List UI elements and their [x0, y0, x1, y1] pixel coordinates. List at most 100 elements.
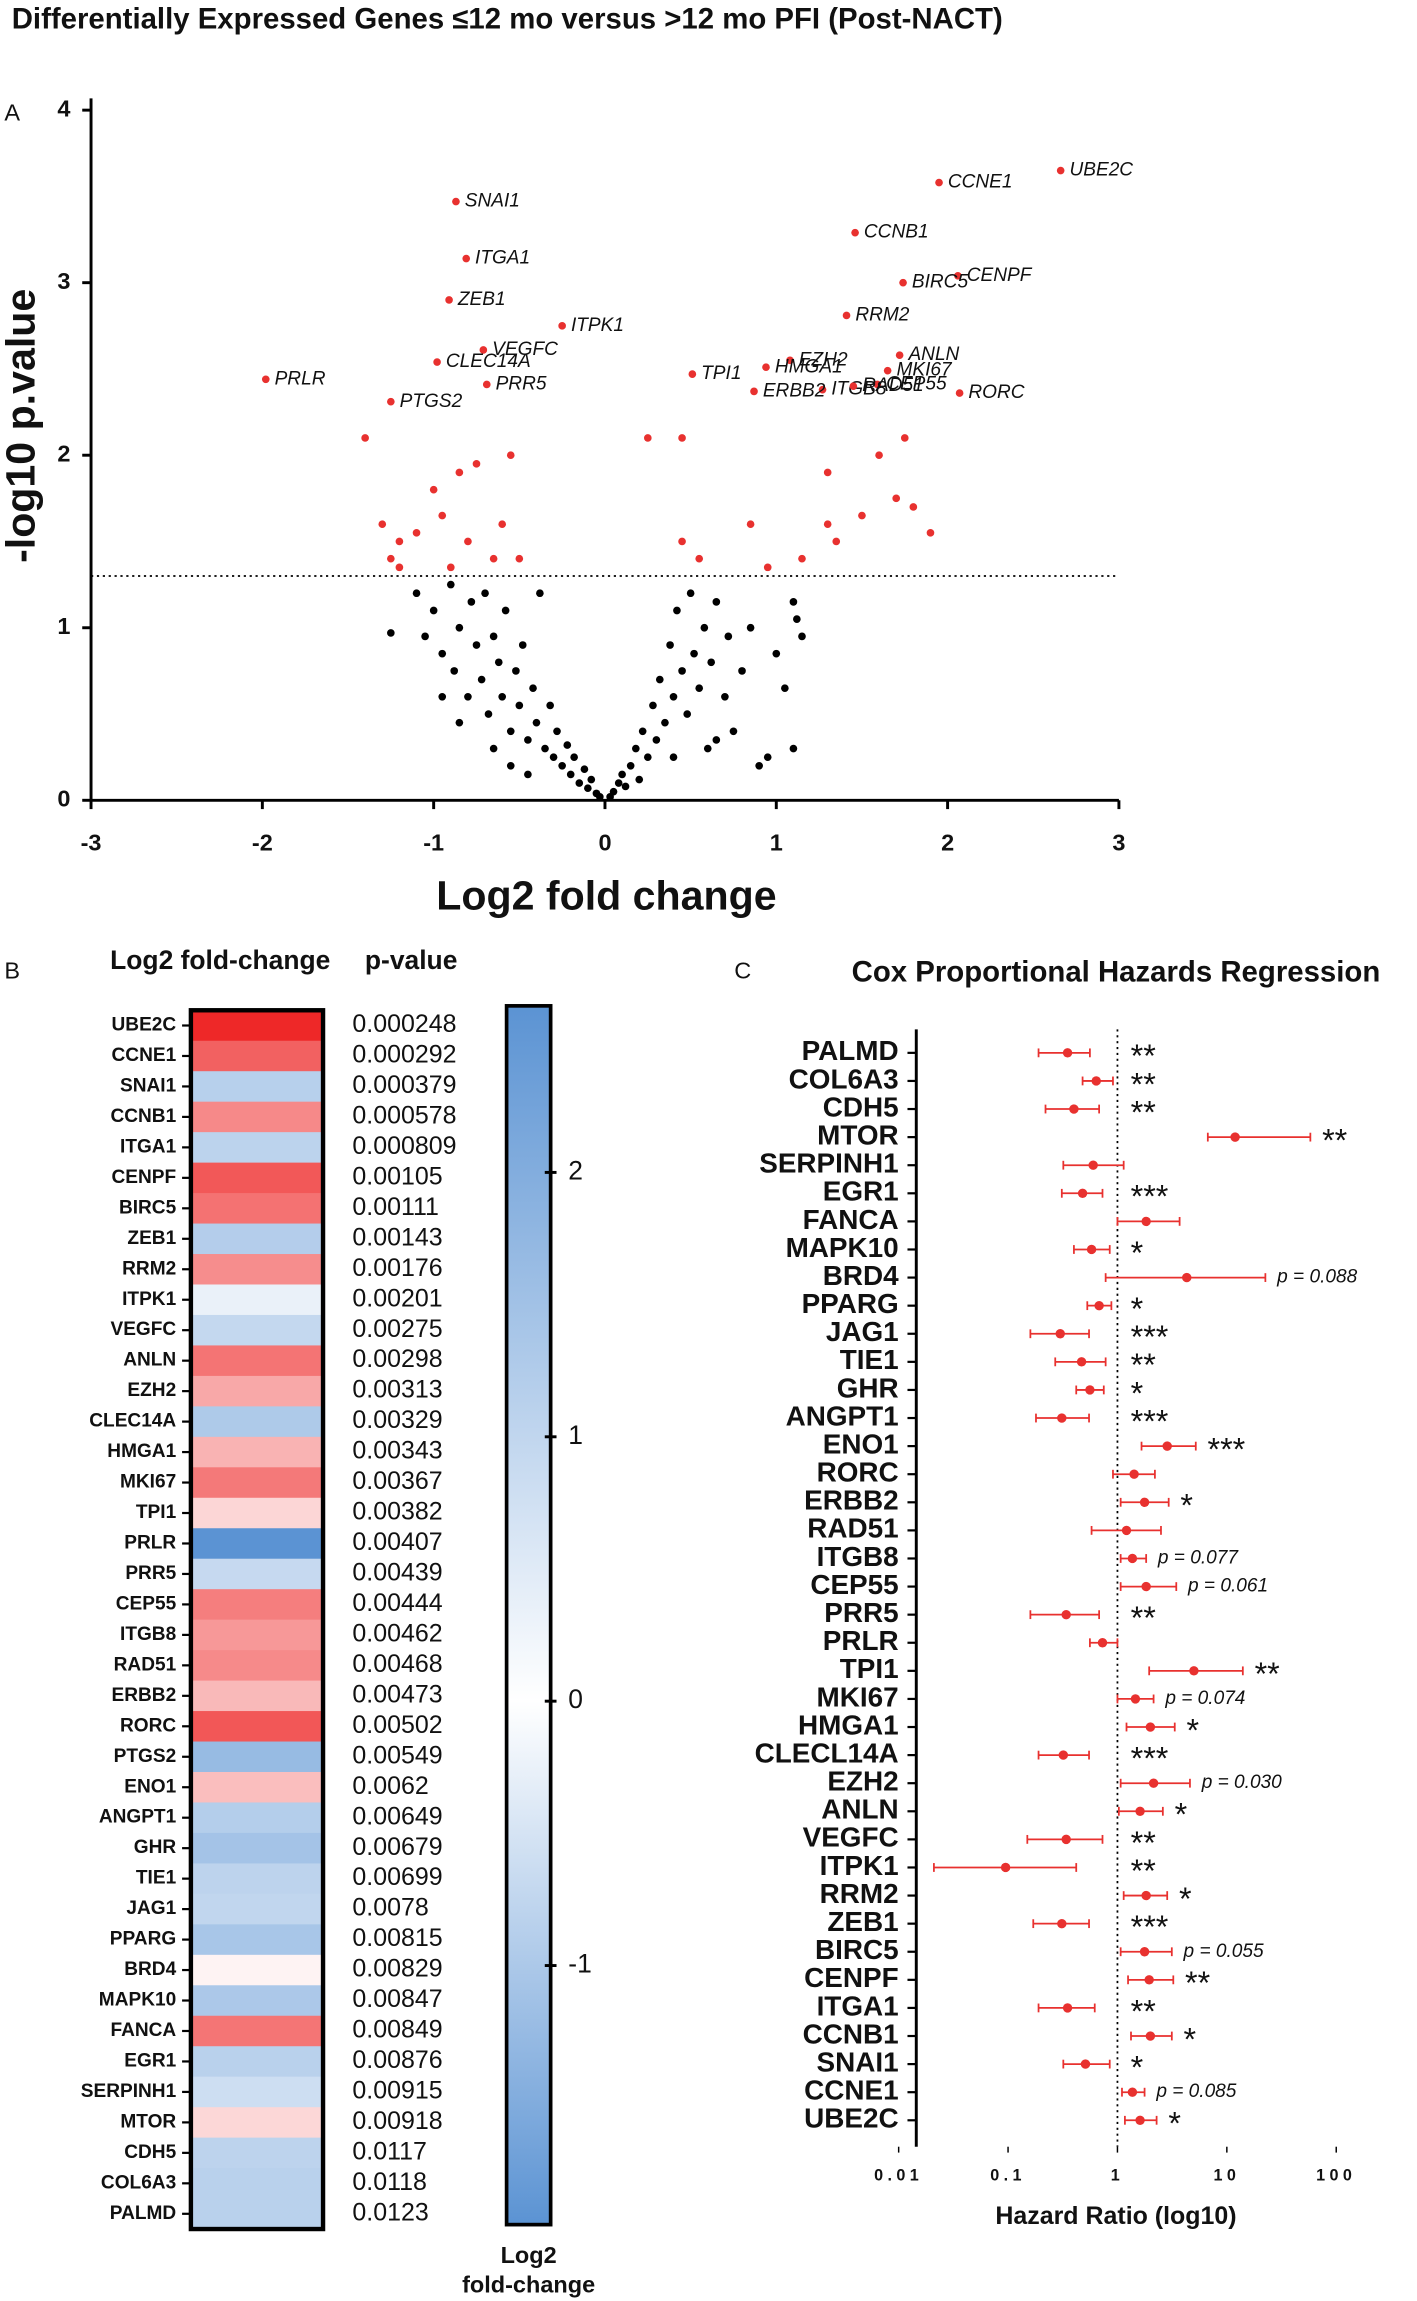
point-label: ITPK1 [571, 315, 624, 336]
row-label: PALMD [802, 1035, 899, 1066]
point [721, 692, 729, 701]
point [361, 434, 369, 442]
p-value: 0.00275 [352, 1315, 442, 1343]
hazard-point [1076, 1357, 1087, 1367]
point-label: SNAI1 [465, 191, 520, 212]
heat-cell [190, 1132, 324, 1164]
heat-cell [190, 2015, 324, 2047]
row-label: SERPINH1 [81, 2081, 177, 2102]
point [438, 692, 447, 701]
x-tick-label: 100 [1316, 2166, 1356, 2184]
y-tick-label: 2 [57, 440, 70, 466]
hazard-point [1062, 1048, 1073, 1058]
point [596, 793, 604, 801]
row-label: MAPK10 [786, 1232, 899, 1263]
hazard-point [1230, 1132, 1240, 1142]
hazard-point [1148, 1778, 1159, 1788]
row-label: CENPF [804, 1962, 898, 1993]
significance-label: * [1131, 2050, 1144, 2086]
point-label: ITGA1 [475, 248, 530, 269]
point [631, 744, 640, 753]
heat-cell [190, 1193, 324, 1224]
heat-cell [190, 1254, 324, 1285]
point [455, 468, 464, 477]
point-label: PTGS2 [400, 391, 463, 412]
row-label: CDH5 [124, 2142, 176, 2163]
hazard-point [1135, 2115, 1145, 2125]
point [421, 632, 429, 641]
point [763, 563, 772, 572]
heat-cell [190, 1832, 324, 1864]
significance-label: p = 0.088 [1276, 1267, 1357, 1288]
point-label: CCNE1 [948, 172, 1013, 193]
significance-label: * [1131, 1375, 1144, 1411]
row-label: MAPK10 [99, 1990, 176, 2011]
hazard-point [1000, 1862, 1011, 1873]
colorbar-tick-label: 0 [568, 1684, 583, 1714]
row-label: ERBB2 [112, 1685, 177, 1706]
row-label: ZEB1 [127, 1228, 176, 1249]
row-label: HMGA1 [107, 1441, 176, 1462]
point [549, 753, 558, 761]
p-value: 0.0123 [352, 2198, 428, 2226]
point [1056, 166, 1065, 175]
heat-cell [190, 1314, 324, 1346]
hazard-point [1127, 2087, 1138, 2097]
significance-label: *** [1131, 1319, 1169, 1355]
heat-cell [190, 1528, 324, 1560]
hazard-point [1094, 1300, 1104, 1311]
x-tick-label: 0.01 [874, 2166, 923, 2184]
point-label: PRR5 [496, 374, 547, 395]
hazard-point [1141, 1581, 1151, 1592]
significance-label: *** [1131, 1741, 1169, 1777]
p-value: 0.00444 [352, 1589, 442, 1617]
row-label: COL6A3 [101, 2172, 176, 2193]
p-value: 0.00847 [352, 1985, 442, 2013]
point [570, 753, 578, 761]
row-label: PPARG [802, 1288, 899, 1319]
significance-label: ** [1131, 1600, 1157, 1636]
point [481, 589, 489, 598]
point [626, 761, 635, 770]
point [700, 623, 709, 632]
row-label: ITGB8 [120, 1624, 177, 1645]
significance-label: ** [1131, 1853, 1157, 1889]
row-label: PRLR [823, 1625, 899, 1656]
point [669, 753, 678, 761]
point [489, 632, 498, 641]
significance-label: * [1175, 1797, 1188, 1833]
point [438, 649, 447, 658]
heat-cell [190, 1589, 324, 1621]
hazard-point [1080, 2059, 1091, 2069]
point [851, 228, 859, 237]
significance-label: ** [1131, 1825, 1157, 1861]
point [484, 710, 493, 718]
row-label: JAG1 [126, 1898, 176, 1919]
hazard-point [1061, 1834, 1071, 1845]
point [621, 782, 630, 791]
heat-cell [190, 1893, 324, 1925]
row-label: GHR [134, 1837, 177, 1858]
heat-cell [190, 1711, 324, 1742]
significance-label: * [1180, 1488, 1193, 1524]
hazard-point [1069, 1104, 1079, 1114]
heat-cell [190, 1375, 324, 1407]
hazard-point [1141, 1890, 1151, 1901]
point [695, 554, 704, 563]
significance-label: ** [1322, 1123, 1348, 1159]
point [387, 629, 395, 637]
panel-label: C [734, 957, 751, 983]
x-tick-label: 2 [941, 830, 954, 856]
colorbar-tick-label: 1 [568, 1420, 583, 1450]
point [858, 511, 866, 520]
hazard-point [1061, 1609, 1071, 1620]
heat-cell [190, 1284, 324, 1316]
row-label: VEGFC [110, 1319, 176, 1340]
p-value: 0.00343 [352, 1437, 442, 1465]
point [763, 753, 772, 761]
row-label: BIRC5 [119, 1197, 177, 1218]
point [536, 589, 544, 598]
heat-cell [190, 2198, 324, 2230]
point [455, 718, 464, 727]
